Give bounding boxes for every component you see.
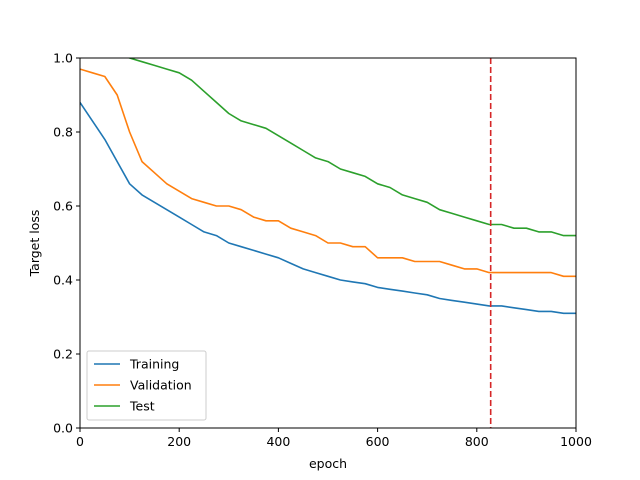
legend-label-test: Test [129, 399, 155, 414]
legend: Training Validation Test [86, 350, 207, 421]
x-axis-label: epoch [309, 456, 347, 471]
legend-label-validation: Validation [130, 378, 192, 393]
x-tick-label: 600 [366, 434, 390, 449]
series-layer [80, 58, 576, 315]
x-tick-label: 200 [167, 434, 191, 449]
legend-box [86, 350, 207, 421]
y-tick-label: 0.6 [53, 199, 73, 214]
x-axis: 0 200 400 600 800 1000 [76, 428, 592, 449]
plot-frame [79, 57, 577, 429]
y-tick-label: 0.8 [53, 125, 73, 140]
legend-label-training: Training [129, 357, 179, 372]
x-tick-label: 800 [465, 434, 489, 449]
x-tick-label: 0 [76, 434, 84, 449]
y-axis-label: Target loss [27, 210, 42, 278]
x-tick-label: 400 [266, 434, 290, 449]
y-tick-label: 1.0 [53, 51, 73, 66]
x-tick-label: 1000 [560, 434, 592, 449]
series-line-training [80, 101, 576, 315]
y-tick-label: 0.2 [53, 347, 73, 362]
y-tick-label: 0.4 [53, 273, 73, 288]
y-tick-label: 0.0 [53, 421, 73, 436]
y-axis: 0.0 0.2 0.4 0.6 0.8 1.0 [53, 51, 80, 436]
series-line-validation [80, 68, 576, 278]
series-line-test [126, 58, 576, 237]
